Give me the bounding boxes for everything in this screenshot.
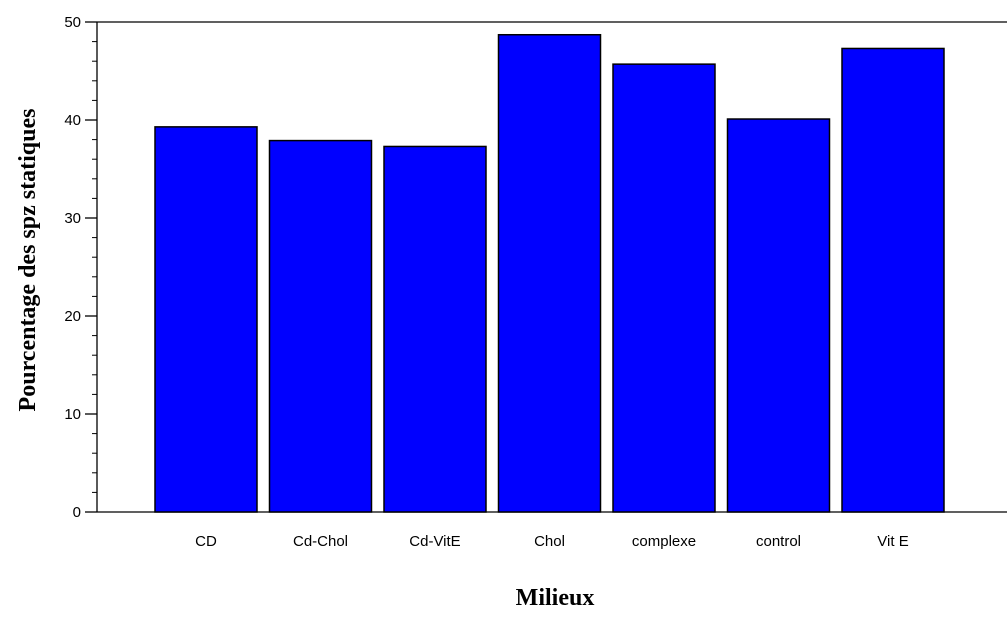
y-axis-title: Pourcentage des spz statiques <box>15 109 41 412</box>
x-axis-title: Milieux <box>516 585 595 611</box>
x-tick-label: control <box>756 533 801 550</box>
bar-complexe <box>612 63 716 513</box>
x-tick-label: complexe <box>632 533 696 550</box>
bar-cd-chol <box>268 139 373 513</box>
x-tick-label: CD <box>195 533 217 550</box>
x-tick-label: Cd-VitE <box>409 533 460 550</box>
y-tick-label: 0 <box>73 504 81 521</box>
y-tick-label: 50 <box>64 14 81 31</box>
y-tick-label: 10 <box>64 406 81 423</box>
x-tick-label: Cd-Chol <box>293 533 348 550</box>
bar-cd-vite <box>383 145 487 513</box>
y-tick-label: 20 <box>64 308 81 325</box>
x-axis-tick-labels: CD Cd-Chol Cd-VitE Chol complexe control Vit E <box>195 533 909 550</box>
y-axis-ticks: 0 10 20 30 40 50 <box>64 14 97 521</box>
bars <box>154 33 945 513</box>
x-tick-label: Chol <box>534 533 565 550</box>
y-tick-label: 30 <box>64 210 81 227</box>
y-tick-label: 40 <box>64 112 81 129</box>
bar-control <box>726 118 831 513</box>
bar-cd <box>154 126 258 513</box>
bar-vit-e <box>841 47 945 513</box>
bar-chol <box>497 33 602 513</box>
x-tick-label: Vit E <box>877 533 908 550</box>
